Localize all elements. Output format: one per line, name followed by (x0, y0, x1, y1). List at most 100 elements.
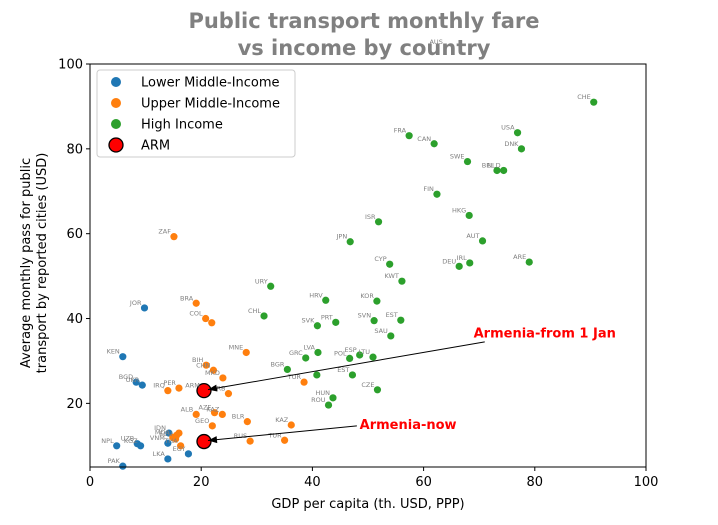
point-label: DEU (442, 257, 456, 265)
data-point (356, 351, 364, 359)
data-point (346, 354, 354, 363)
point-label: BRA (180, 294, 194, 302)
point-label: IDN (154, 424, 166, 432)
point-label: HKG (452, 206, 466, 214)
point-label: AZE (199, 404, 212, 412)
data-point (302, 354, 310, 362)
point-label: IRL (457, 254, 467, 262)
point-label: TUR (287, 373, 302, 381)
legend-label: Upper Middle-Income (141, 97, 280, 112)
annotation-arrow (207, 341, 485, 391)
data-point (132, 378, 140, 386)
point-label: JPN (336, 233, 348, 241)
point-label: GEO (195, 417, 209, 425)
data-point (267, 282, 275, 290)
point-label: BGD (119, 373, 133, 381)
y-tick-label: 20 (66, 397, 83, 412)
data-point (373, 386, 382, 394)
x-axis-label: GDP per capita (th. USD, PPP) (271, 497, 464, 512)
data-point (242, 348, 250, 357)
annotation-label: Armenia-now (360, 418, 457, 433)
data-point (346, 238, 354, 246)
point-label: ISR (365, 213, 376, 221)
data-point (500, 166, 508, 175)
data-point (433, 190, 441, 198)
point-label: BEL (482, 161, 495, 169)
data-point (386, 260, 394, 268)
data-point (184, 450, 193, 458)
point-label: BGR (270, 360, 284, 368)
data-point (140, 304, 149, 312)
y-tick-label: 40 (66, 312, 83, 327)
data-point (465, 211, 473, 220)
point-label: ROU (311, 396, 326, 404)
point-label: LVA (304, 343, 316, 351)
legend-label: High Income (141, 118, 223, 133)
data-point (322, 296, 330, 304)
point-label: EST (386, 311, 398, 319)
point-label: USA (501, 124, 515, 132)
point-label: SRB (212, 385, 225, 393)
plot-frame (89, 63, 647, 468)
point-label: ECU (159, 430, 173, 438)
data-point (246, 437, 254, 445)
point-label: PAK (108, 457, 121, 465)
data-point (430, 140, 438, 148)
data-point (192, 410, 200, 418)
y-axis-label-line-2: transport by reported cities (USD) (35, 153, 50, 374)
point-label: CHN (196, 361, 210, 369)
point-label: TUR (267, 431, 282, 439)
chart-title-line-2: vs income by country (238, 36, 491, 60)
data-point (373, 297, 381, 305)
data-point (209, 366, 218, 374)
data-point (455, 262, 463, 270)
data-point (324, 401, 333, 409)
point-label: FIN (423, 185, 434, 193)
annotation-arrowhead (207, 384, 218, 392)
data-point (281, 436, 289, 444)
point-label: HUN (315, 389, 330, 397)
data-point (192, 299, 200, 307)
point-label: BLR (232, 413, 245, 421)
data-point (590, 98, 598, 106)
data-point (369, 353, 377, 361)
x-tick-label: 80 (527, 475, 544, 490)
data-point (119, 462, 127, 470)
data-point (398, 277, 406, 285)
point-label: ESP (345, 346, 357, 354)
point-label: LTU (359, 348, 371, 356)
point-label: EGY (173, 445, 186, 453)
data-point (405, 132, 413, 140)
point-label: SWE (450, 153, 465, 161)
point-label: CZE (361, 381, 374, 389)
data-point (218, 410, 226, 418)
legend-marker (111, 119, 121, 129)
chart-title-line-1: Public transport monthly fare (188, 9, 539, 33)
data-point (164, 387, 172, 395)
point-label: KAZ (206, 405, 220, 413)
annotation-arrowhead (207, 436, 218, 444)
data-point (283, 365, 291, 374)
data-point (313, 322, 322, 330)
data-point (466, 259, 474, 267)
data-point (175, 384, 183, 392)
data-point (113, 442, 121, 450)
point-label: HRV (309, 291, 323, 299)
x-tick-label: 20 (193, 475, 210, 490)
point-label: THA (163, 437, 178, 445)
legend: Lower Middle-Income Upper Middle-Income Hi… (96, 69, 296, 158)
arm-point (196, 433, 212, 450)
point-label: ARM (185, 382, 200, 390)
point-label: DNK (504, 140, 519, 148)
y-axis: 20 40 60 80 100 (58, 58, 90, 412)
data-point (170, 233, 178, 241)
data-point (370, 317, 378, 325)
point-label: ZAF (158, 228, 171, 236)
x-tick-label: 100 (634, 475, 659, 490)
data-point (177, 442, 185, 450)
data-point (202, 314, 210, 323)
data-point (208, 319, 216, 327)
legend-marker (111, 77, 121, 87)
point-label: RUS (234, 432, 247, 440)
